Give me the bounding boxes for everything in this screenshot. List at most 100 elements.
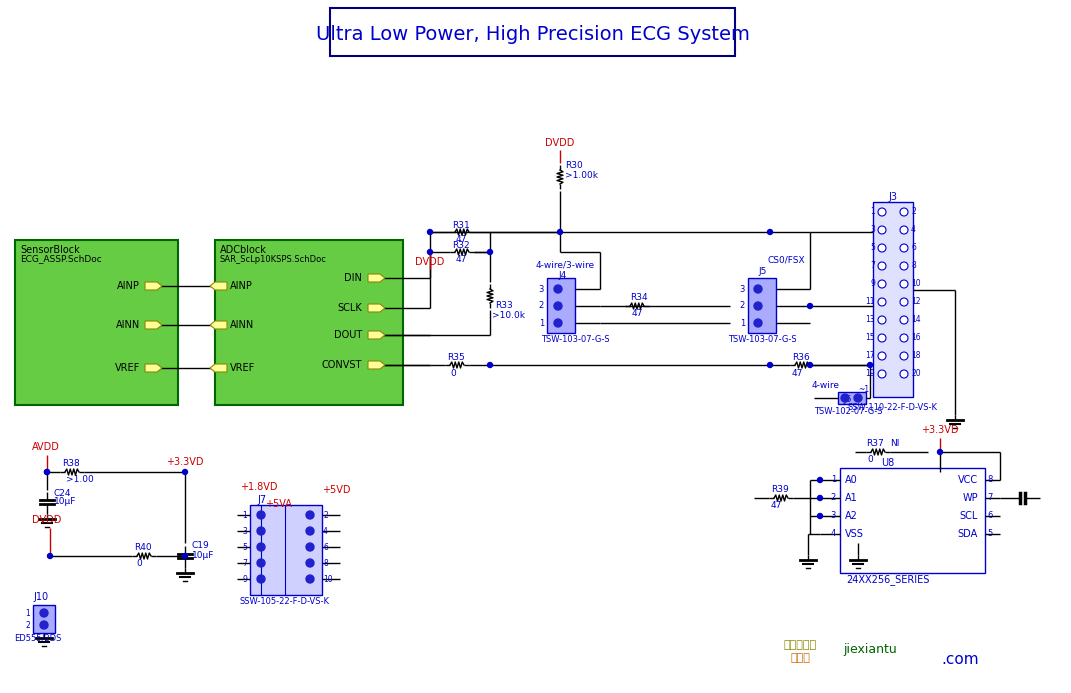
Text: R40: R40 (134, 543, 152, 552)
Text: 3: 3 (870, 225, 875, 234)
Text: 2: 2 (740, 301, 745, 310)
Circle shape (878, 244, 886, 252)
Text: 2: 2 (831, 493, 836, 502)
Circle shape (487, 362, 493, 367)
Text: 2: 2 (323, 511, 328, 520)
Text: 11: 11 (865, 297, 875, 306)
Text: R35: R35 (447, 353, 465, 362)
Text: 2: 2 (26, 620, 30, 629)
Circle shape (182, 554, 187, 559)
Circle shape (45, 469, 49, 475)
Bar (547, 278, 575, 333)
Polygon shape (145, 321, 162, 329)
Circle shape (257, 511, 265, 519)
Text: 8: 8 (323, 559, 328, 568)
Circle shape (754, 319, 761, 327)
Text: R31: R31 (452, 220, 470, 229)
Bar (873, 202, 912, 397)
Text: 4: 4 (911, 225, 916, 234)
Text: R30: R30 (565, 161, 583, 170)
Text: J6: J6 (844, 394, 853, 403)
Text: NI: NI (890, 439, 900, 448)
Text: 4: 4 (323, 527, 328, 536)
Text: R33: R33 (495, 301, 513, 310)
Circle shape (257, 575, 265, 583)
Text: DIN: DIN (344, 273, 362, 283)
Text: 10: 10 (911, 279, 921, 288)
Text: VREF: VREF (230, 363, 255, 373)
Text: 4-wire/3-wire: 4-wire/3-wire (536, 261, 594, 270)
Text: TSW-103-07-G-S: TSW-103-07-G-S (541, 335, 609, 344)
Text: 7: 7 (242, 559, 247, 568)
Text: 9: 9 (242, 574, 247, 584)
Text: 19: 19 (865, 369, 875, 378)
Text: R38: R38 (62, 459, 79, 468)
Text: SSW-105-22-F-D-VS-K: SSW-105-22-F-D-VS-K (240, 597, 330, 606)
Text: VREF: VREF (115, 363, 140, 373)
Text: VCC: VCC (957, 475, 978, 485)
Text: R37: R37 (866, 439, 884, 448)
Text: >1.00k: >1.00k (565, 170, 598, 179)
Circle shape (257, 559, 265, 567)
Text: +3.3VD: +3.3VD (921, 425, 959, 435)
Text: 20: 20 (911, 369, 921, 378)
Text: WP: WP (963, 493, 978, 503)
Text: 2: 2 (539, 301, 544, 310)
Text: ~1: ~1 (858, 385, 870, 394)
Circle shape (554, 302, 562, 310)
Polygon shape (368, 361, 384, 369)
Text: 1: 1 (242, 511, 247, 520)
Circle shape (900, 316, 908, 324)
Circle shape (257, 527, 265, 535)
Text: A2: A2 (845, 511, 858, 521)
Circle shape (878, 316, 886, 324)
Text: 2: 2 (911, 207, 916, 216)
Text: TSW-102-07-G-S: TSW-102-07-G-S (814, 407, 883, 416)
Text: +5VD: +5VD (321, 485, 350, 495)
Bar (15, 240, 178, 405)
Text: DVDD: DVDD (32, 515, 61, 525)
Circle shape (554, 319, 562, 327)
Polygon shape (145, 364, 162, 372)
Circle shape (808, 362, 813, 367)
Text: 10: 10 (323, 574, 333, 584)
Text: DOUT: DOUT (334, 330, 362, 340)
Text: 7: 7 (870, 261, 875, 270)
Circle shape (900, 334, 908, 342)
Circle shape (554, 285, 562, 293)
Text: A0: A0 (845, 475, 858, 485)
Circle shape (900, 262, 908, 270)
Text: 0: 0 (136, 559, 141, 568)
Text: ED555/2DS: ED555/2DS (14, 633, 62, 642)
Circle shape (900, 298, 908, 306)
Text: 24XX256_SERIES: 24XX256_SERIES (846, 574, 930, 586)
Text: SSW-110-22-F-D-VS-K: SSW-110-22-F-D-VS-K (848, 403, 938, 412)
Text: R36: R36 (791, 353, 810, 362)
Text: .com: .com (941, 653, 979, 667)
Circle shape (808, 304, 813, 308)
Text: SensorBlock: SensorBlock (20, 245, 79, 255)
Circle shape (817, 477, 823, 482)
Text: R32: R32 (452, 240, 469, 249)
Text: 电子发烧友: 电子发烧友 (784, 640, 816, 650)
Circle shape (306, 575, 314, 583)
Text: A1: A1 (845, 493, 858, 503)
Text: 3: 3 (740, 285, 745, 294)
Bar (748, 278, 776, 333)
Circle shape (841, 394, 849, 402)
Polygon shape (145, 282, 162, 290)
Circle shape (900, 280, 908, 288)
Text: Ultra Low Power, High Precision ECG System: Ultra Low Power, High Precision ECG Syst… (316, 26, 750, 44)
Text: 1: 1 (740, 319, 745, 328)
Text: 4: 4 (831, 529, 836, 538)
Text: 47: 47 (770, 502, 782, 511)
Circle shape (427, 229, 433, 234)
Text: 47: 47 (456, 234, 467, 243)
Circle shape (427, 249, 433, 254)
Polygon shape (368, 331, 384, 339)
Bar (215, 240, 403, 405)
Text: 6: 6 (987, 511, 993, 520)
Text: +5VA: +5VA (265, 499, 291, 509)
Text: AINN: AINN (230, 320, 254, 330)
Text: 47: 47 (791, 369, 802, 378)
